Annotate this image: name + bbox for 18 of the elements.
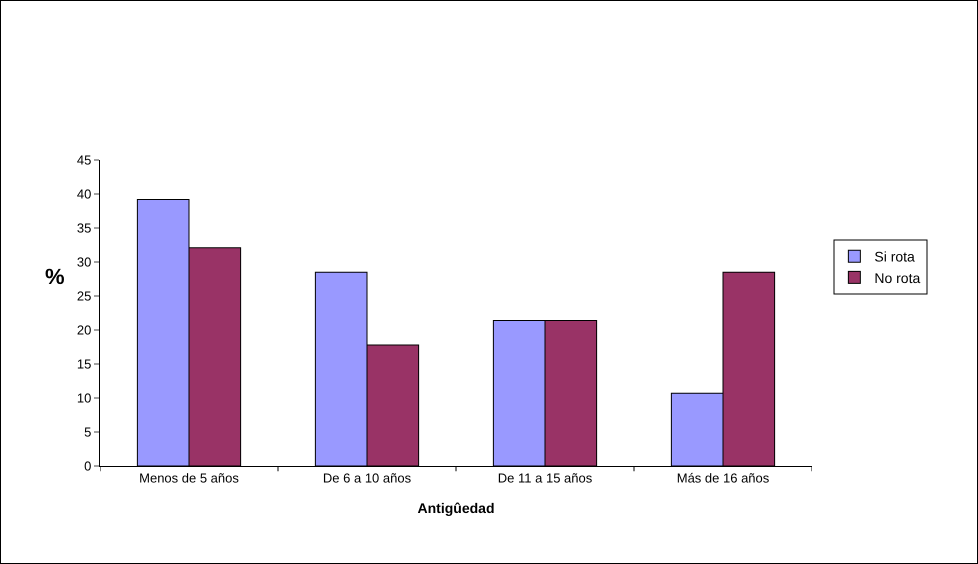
y-tick-label: 30 (76, 254, 92, 270)
y-axis-title: % (45, 264, 65, 289)
y-tick-label: 10 (76, 390, 92, 406)
y-tick-label: 5 (84, 424, 92, 440)
x-tick-label: De 11 a 15 años (498, 470, 593, 486)
x-tick-label: De 6 a 10 años (322, 470, 412, 486)
y-tick-label: 15 (76, 356, 92, 372)
legend-label: No rota (874, 270, 920, 286)
y-tick-label: 35 (76, 220, 92, 236)
x-axis-title: Antigûedad (418, 500, 494, 516)
x-tick-label: Menos de 5 años (139, 470, 240, 486)
y-tick-label: 0 (84, 458, 92, 474)
y-tick-label: 40 (76, 186, 92, 202)
legend-label: Si rota (874, 248, 916, 265)
x-tick-label: Más de 16 años (676, 470, 770, 486)
y-tick-label: 20 (76, 322, 92, 338)
y-tick-label: 45 (76, 152, 92, 168)
y-tick-label: 25 (76, 288, 92, 304)
